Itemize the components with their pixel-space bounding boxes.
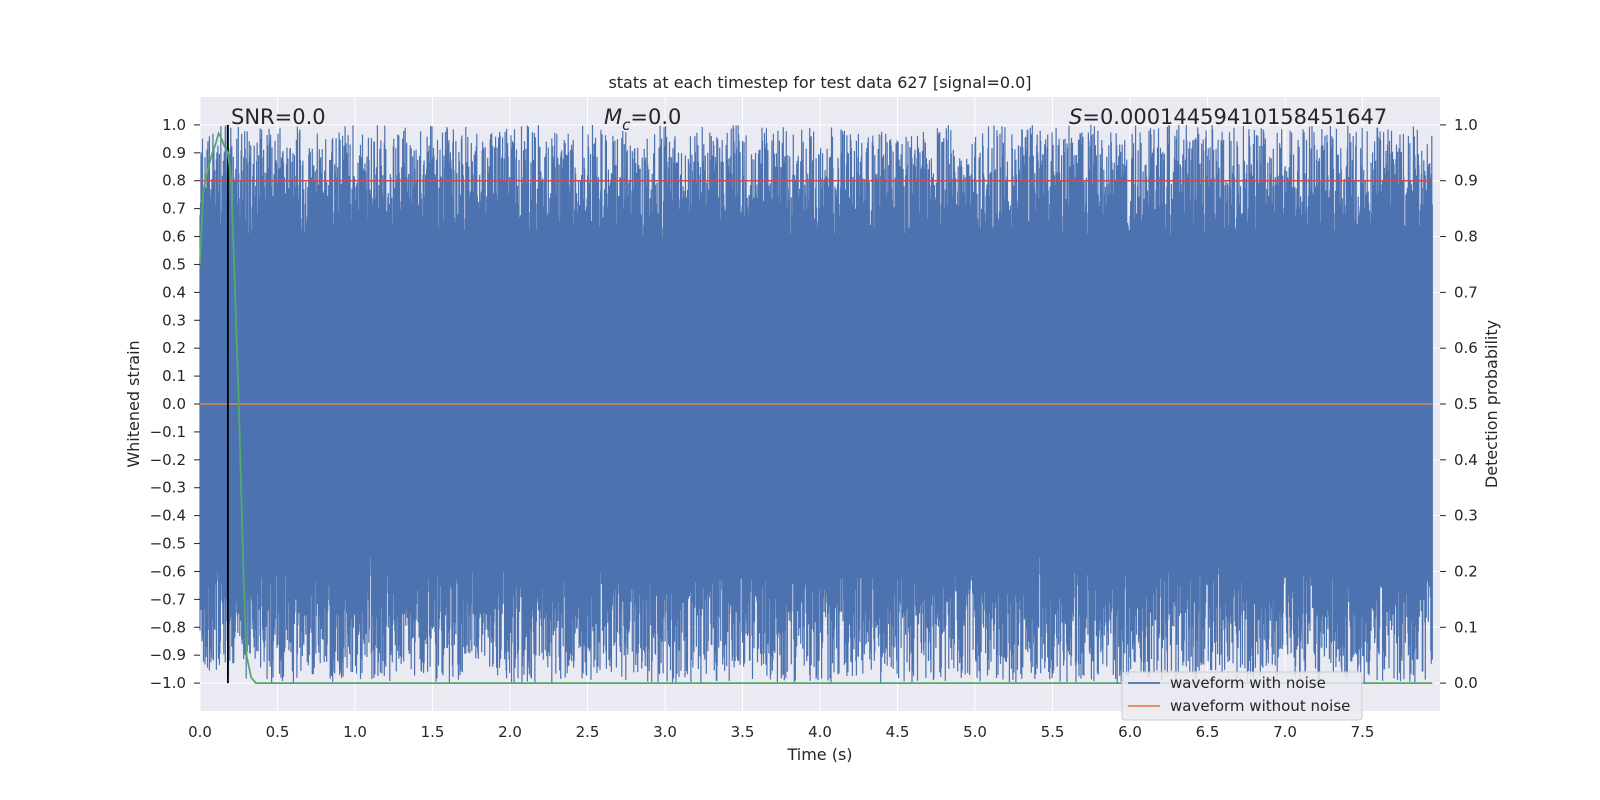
y2-tick-label: 0.1 (1454, 618, 1478, 636)
x-tick-label: 5.0 (963, 723, 987, 741)
y-axis-label: Whitened strain (124, 340, 143, 467)
legend-label-clean: waveform without noise (1170, 697, 1350, 715)
y-tick-label: −0.3 (150, 479, 186, 497)
y2-tick-label: 0.6 (1454, 339, 1478, 357)
s-symbol: S (1069, 105, 1082, 129)
y-tick-label: 0.1 (162, 367, 186, 385)
y2-tick-label: 0.0 (1454, 674, 1478, 692)
y-tick-label: −0.1 (150, 423, 186, 441)
y-tick-label: 1.0 (162, 116, 186, 134)
y-tick-label: −0.8 (150, 618, 186, 636)
series-waveform-with-noise (199, 124, 1433, 684)
y-tick-label: 0.7 (162, 200, 186, 218)
y-tick-label: 0.8 (162, 172, 186, 190)
y2-tick-label: 0.4 (1454, 451, 1478, 469)
s-annotation: S=0.00014459410158451647 (1069, 105, 1387, 129)
mc-symbol: M (604, 105, 622, 129)
y-tick-label: −0.9 (150, 646, 186, 664)
y-tick-label: −1.0 (150, 674, 186, 692)
y-tick-label: 0.9 (162, 144, 186, 162)
y-tick-label: 0.4 (162, 283, 186, 301)
legend: waveform with noise waveform without noi… (1121, 671, 1363, 721)
y2-tick-label: 0.7 (1454, 283, 1478, 301)
x-tick-label: 0.5 (266, 723, 290, 741)
x-tick-label: 0.0 (188, 723, 212, 741)
y-tick-label: −0.4 (150, 507, 186, 525)
mc-value: =0.0 (630, 105, 681, 129)
tick-labels: 0.0 0.5 1.0 1.5 2.0 2.5 3.0 3.5 4.0 4.5 5.0 5.5 6.0 6… (150, 116, 1478, 741)
y2-tick-label: 0.8 (1454, 228, 1478, 246)
legend-label-noise: waveform with noise (1170, 674, 1326, 692)
chart-title: stats at each timestep for test data 627… (608, 73, 1031, 92)
series-detection-probability (199, 130, 1433, 684)
x-tick-label: 7.5 (1351, 723, 1375, 741)
x-tick-label: 4.0 (808, 723, 832, 741)
mc-subscript: c (622, 116, 631, 134)
y-tick-label: −0.2 (150, 451, 186, 469)
x-tick-label: 5.5 (1041, 723, 1065, 741)
y-tick-label: 0.3 (162, 311, 186, 329)
x-tick-label: 2.0 (498, 723, 522, 741)
y-tick-label: −0.6 (150, 562, 186, 580)
y-tick-label: 0.5 (162, 255, 186, 273)
x-tick-label: 4.5 (886, 723, 910, 741)
y2-axis-label: Detection probability (1482, 320, 1501, 488)
x-tick-label: 2.5 (576, 723, 600, 741)
y-tick-label: 0.6 (162, 228, 186, 246)
y-tick-label: 0.2 (162, 339, 186, 357)
x-tick-label: 1.0 (343, 723, 367, 741)
snr-annotation: SNR=0.0 (231, 105, 326, 129)
x-axis-label: Time (s) (786, 745, 852, 764)
x-tick-label: 6.0 (1118, 723, 1142, 741)
y2-tick-label: 0.9 (1454, 172, 1478, 190)
y2-tick-label: 0.3 (1454, 507, 1478, 525)
overlay-lines (199, 124, 1433, 684)
x-tick-label: 6.5 (1196, 723, 1220, 741)
y-tick-label: −0.5 (150, 535, 186, 553)
y2-tick-label: 1.0 (1454, 116, 1478, 134)
y2-tick-label: 0.5 (1454, 395, 1478, 413)
x-tick-label: 7.0 (1273, 723, 1297, 741)
s-value: =0.00014459410158451647 (1082, 105, 1387, 129)
x-tick-label: 1.5 (421, 723, 445, 741)
y2-tick-label: 0.2 (1454, 562, 1478, 580)
mc-annotation: Mc=0.0 (604, 105, 681, 134)
x-tick-label: 3.5 (731, 723, 755, 741)
y-tick-label: 0.0 (162, 395, 186, 413)
y-tick-label: −0.7 (150, 590, 186, 608)
x-tick-label: 3.0 (653, 723, 677, 741)
legend-box (1121, 671, 1363, 721)
